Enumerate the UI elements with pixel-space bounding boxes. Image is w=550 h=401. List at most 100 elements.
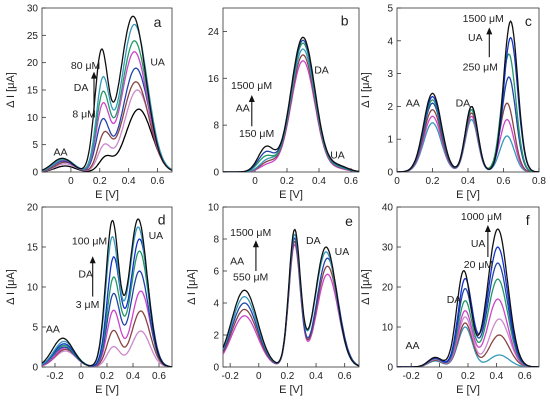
x-tick-label: 0.2 [280, 176, 294, 187]
series-group [223, 228, 359, 367]
y-tick-label: 15 [27, 86, 39, 97]
series-group [42, 218, 172, 367]
x-axis-label: E [V] [95, 384, 119, 396]
series-group [397, 20, 539, 172]
annotation-8-m: 8 μM [72, 108, 96, 120]
x-tick-label: 0.6 [152, 371, 166, 382]
panel-letter: f [526, 212, 530, 228]
y-tick-label: 10 [382, 323, 394, 334]
annotation-ua: UA [335, 246, 350, 258]
y-tick-label: 16 [208, 74, 220, 85]
x-tick-label: -0.2 [46, 371, 64, 382]
annotation-aa: AA [406, 97, 420, 109]
y-tick-label: 4 [387, 36, 393, 47]
x-axis-label: E [V] [95, 189, 119, 201]
y-axis-label: Δ I [μA] [186, 269, 198, 305]
x-tick-label: 0 [394, 176, 400, 187]
series-line-1 [42, 108, 172, 172]
y-tick-label: 2 [213, 331, 219, 342]
y-tick-label: 15 [27, 243, 39, 254]
x-tick-label: 0.6 [497, 176, 511, 187]
y-tick-label: 10 [208, 203, 220, 214]
y-tick-label: 5 [387, 4, 393, 15]
panel-letter: d [158, 212, 166, 228]
y-tick-label: 20 [27, 58, 39, 69]
annotation-ua: UA [468, 32, 483, 44]
annotation-3-m: 3 μM [76, 299, 100, 311]
series-group [397, 228, 539, 367]
plot-frame [222, 206, 360, 368]
x-tick-label: 0 [252, 176, 258, 187]
series-group [42, 15, 172, 172]
x-tick-label: 0 [437, 371, 443, 382]
x-axis-label: E [V] [456, 189, 480, 201]
series-line-7 [397, 20, 539, 172]
y-tick-label: 30 [382, 243, 394, 254]
y-tick-label: 24 [208, 27, 220, 38]
annotation-550-m: 550 μM [233, 272, 268, 284]
y-tick-label: 10 [27, 283, 39, 294]
panel-letter: e [345, 213, 353, 229]
annotation-1500-m: 1500 μM [231, 80, 272, 92]
panel-d: -0.2 0 0.2 0.4 0.6 0 5 10 15 20 E [V] Δ I [μA] AA DA U… [5, 203, 173, 396]
arrow-head-icon [252, 240, 259, 248]
y-tick-label: 40 [382, 203, 394, 214]
y-axis-label: Δ I [μA] [360, 72, 372, 108]
y-tick-label: 20 [382, 283, 394, 294]
x-tick-label: 0.2 [426, 176, 440, 187]
x-tick-label: 0.4 [312, 176, 326, 187]
annotation-100-m: 100 μM [72, 236, 107, 248]
y-tick-label: 30 [27, 4, 39, 15]
y-tick-label: 0 [387, 168, 393, 179]
y-tick-label: 0 [213, 363, 219, 374]
x-axis-label: E [V] [279, 384, 303, 396]
annotation-aa: AA [54, 147, 68, 159]
x-tick-label: 0 [78, 371, 84, 382]
x-tick-label: 0 [68, 176, 74, 187]
annotation-1500-m: 1500 μM [463, 13, 504, 25]
series-line-4 [42, 270, 172, 367]
y-tick-label: 3 [387, 69, 393, 80]
series-line-2 [42, 310, 172, 367]
x-tick-label: 0.6 [151, 176, 165, 187]
panel-b: 0 0.2 0.4 0.6 0 8 16 24 E [V] DA AA UA 1500 μM 150 μM… [208, 7, 360, 201]
x-tick-label: 0.8 [532, 176, 546, 187]
y-tick-label: 25 [27, 31, 39, 42]
x-tick-label: 0.6 [344, 176, 358, 187]
annotation-da: DA [447, 294, 462, 306]
series-line-5 [223, 228, 359, 367]
annotation-1500-m: 1500 μM [230, 227, 271, 239]
arrow-head-icon [89, 256, 96, 264]
annotation-da: DA [456, 97, 471, 109]
y-tick-label: 20 [27, 203, 39, 214]
x-axis-label: E [V] [456, 384, 480, 396]
annotation-250-m: 250 μM [463, 61, 498, 73]
y-tick-label: 10 [27, 113, 39, 124]
annotation-ua: UA [150, 56, 165, 68]
series-line-3 [42, 81, 172, 172]
x-tick-label: -0.2 [222, 371, 240, 382]
annotation-20-m: 20 μM [464, 259, 493, 271]
annotation-ua: UA [330, 150, 345, 162]
y-tick-label: 6 [213, 267, 219, 278]
y-tick-label: 0 [213, 168, 219, 179]
y-axis-label: Δ I [μA] [360, 269, 372, 305]
annotation-da: DA [314, 65, 329, 77]
x-tick-label: 0.6 [518, 371, 532, 382]
annotation-80-m: 80 μM [71, 60, 100, 72]
annotation-1000-m: 1000 μM [461, 211, 502, 223]
x-axis-label: E [V] [279, 189, 303, 201]
y-tick-label: 1 [387, 135, 393, 146]
x-tick-label: -0.2 [403, 371, 421, 382]
y-tick-label: 0 [387, 363, 393, 374]
annotation-150-m: 150 μM [239, 128, 274, 140]
arrow-head-icon [484, 225, 491, 232]
y-tick-label: 2 [387, 102, 393, 113]
annotation-aa: AA [406, 340, 420, 352]
panel-letter: a [154, 14, 162, 30]
y-axis-label: Δ I [μA] [5, 269, 17, 305]
annotation-ua: UA [149, 230, 164, 242]
annotation-aa: AA [230, 256, 244, 268]
x-tick-label: 0.2 [461, 371, 475, 382]
